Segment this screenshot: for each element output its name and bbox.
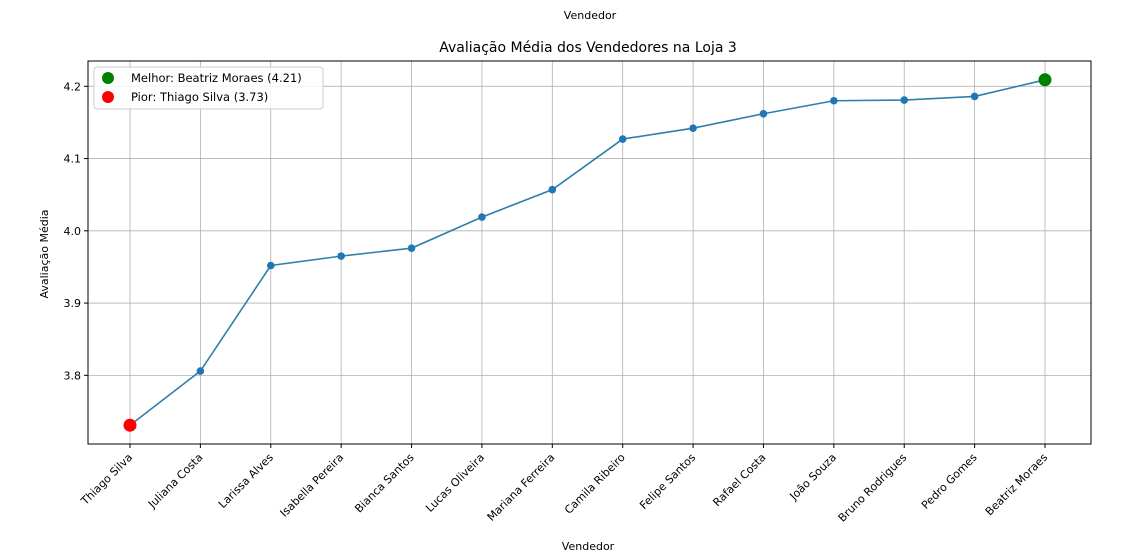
x-tick-label: Pedro Gomes bbox=[919, 451, 980, 512]
y-tick-label: 4.1 bbox=[64, 153, 82, 166]
y-tick-label: 3.9 bbox=[64, 297, 82, 310]
x-tick-label: Rafael Costa bbox=[710, 451, 768, 509]
legend-entry: Melhor: Beatriz Moraes (4.21) bbox=[131, 71, 302, 85]
x-tick-label: Camila Ribeiro bbox=[562, 451, 628, 517]
x-tick-label: Larissa Alves bbox=[216, 451, 276, 511]
x-tick-label: Felipe Santos bbox=[637, 451, 698, 512]
y-axis-ticks: 3.8 3.9 4.0 4.1 4.2 bbox=[64, 80, 88, 382]
x-tick-label: Juliana Costa bbox=[145, 451, 205, 511]
y-tick-label: 3.8 bbox=[64, 369, 82, 382]
data-point bbox=[266, 261, 275, 270]
x-tick-label: Thiago Silva bbox=[78, 451, 135, 508]
data-point bbox=[759, 109, 768, 118]
data-point bbox=[970, 92, 979, 101]
x-tick-label: Bianca Santos bbox=[352, 451, 417, 516]
highlight-point bbox=[1038, 73, 1052, 87]
x-tick-label: Lucas Oliveira bbox=[423, 451, 487, 515]
data-point bbox=[830, 96, 838, 105]
y-axis-label: Avaliação Média bbox=[38, 209, 51, 298]
data-point bbox=[689, 124, 697, 133]
x-axis-label: Vendedor bbox=[562, 540, 615, 553]
legend-entry: Pior: Thiago Silva (3.73) bbox=[131, 90, 268, 104]
highlight-points bbox=[123, 73, 1052, 432]
x-tick-label: Bruno Rodrigues bbox=[836, 451, 910, 525]
x-tick-label: Mariana Ferreira bbox=[485, 451, 558, 524]
data-point bbox=[900, 96, 909, 104]
legend-marker bbox=[102, 91, 114, 103]
x-tick-label: João Souza bbox=[787, 451, 839, 503]
y-tick-label: 4.0 bbox=[64, 225, 82, 238]
data-point bbox=[548, 185, 557, 194]
x-axis-ticks: Thiago Silva Juliana Costa Larissa Alves Is… bbox=[78, 444, 1050, 525]
legend: Melhor: Beatriz Moraes (4.21) Pior: Thiag… bbox=[93, 66, 324, 110]
data-point bbox=[337, 252, 345, 260]
chart-title: Avaliação Média dos Vendedores na Loja 3 bbox=[439, 40, 737, 56]
plot-frame bbox=[87, 60, 1092, 445]
y-tick-label: 4.2 bbox=[64, 80, 82, 93]
highlight-point bbox=[123, 418, 137, 432]
grid bbox=[88, 61, 1091, 444]
legend-box bbox=[93, 66, 324, 110]
data-point bbox=[618, 135, 627, 143]
series-line bbox=[129, 79, 1046, 426]
data-point bbox=[196, 367, 205, 375]
data-points bbox=[126, 75, 1049, 430]
x-tick-label: Beatriz Moraes bbox=[983, 451, 1051, 519]
legend-marker bbox=[102, 72, 114, 84]
data-point bbox=[478, 213, 486, 221]
x-tick-label: Isabella Pereira bbox=[278, 451, 347, 520]
data-point bbox=[407, 244, 416, 252]
series-line-path bbox=[129, 79, 1046, 426]
top-axis-label: Vendedor bbox=[564, 9, 617, 22]
